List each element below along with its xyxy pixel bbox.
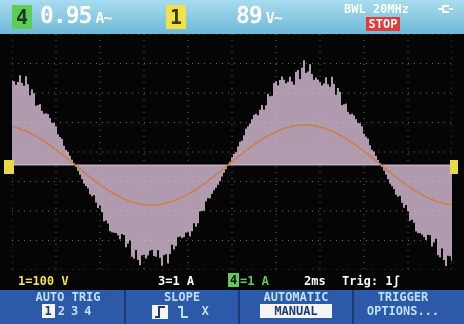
softkey[interactable]: AUTOMATIC MANUAL [240, 290, 354, 324]
run-status: STOP [366, 17, 400, 31]
status-bar: 1=100 V 3=1 A 4 =1 A 2ms Trig: 1ʃ [0, 270, 464, 290]
softkey-options: OPTIONS... [354, 304, 452, 318]
option[interactable]: X [199, 304, 212, 318]
channel-4-tag: 4 [12, 5, 32, 29]
timebase: 2ms [304, 274, 326, 288]
reading-unit: V~ [266, 9, 282, 27]
power-icon [436, 3, 454, 15]
option[interactable]: OPTIONS... [364, 304, 442, 318]
bandwidth-limit: BWL 20MHz [344, 2, 409, 16]
softkey-options: X [126, 304, 238, 319]
ch3-scale: 3=1 A [158, 274, 194, 288]
softkey[interactable]: SLOPE X [126, 290, 240, 324]
softkey-title: AUTOMATIC [240, 290, 352, 304]
option[interactable]: 1 [42, 304, 55, 318]
ch1-scale: 1=100 V [18, 274, 69, 288]
softkey-options: MANUAL [240, 304, 352, 318]
falling-edge-icon[interactable] [175, 305, 191, 319]
current-waveform [12, 60, 452, 266]
softkey-title: TRIGGER [354, 290, 452, 304]
softkey[interactable]: TRIGGER OPTIONS... [354, 290, 452, 324]
waveform-plot [12, 34, 452, 270]
option[interactable]: MANUAL [260, 304, 331, 318]
ch4-scale: =1 A [240, 274, 269, 288]
reading-value: 89 [236, 3, 262, 29]
softkey-title: SLOPE [126, 290, 238, 304]
channel-1-tag: 1 [166, 5, 186, 29]
trigger-info: Trig: 1ʃ [342, 274, 400, 288]
oscilloscope-screen: 4 0.95A~ 1 89V~ BWL 20MHz STOP 1=100 V 3… [0, 0, 464, 324]
rising-edge-icon[interactable] [152, 305, 168, 319]
reading-value: 0.95 [40, 3, 91, 29]
option[interactable]: 2 [55, 304, 68, 318]
option[interactable]: 4 [81, 304, 94, 318]
softkey-title: AUTO TRIG [12, 290, 124, 304]
channel-marker [4, 160, 14, 174]
option[interactable]: 3 [68, 304, 81, 318]
ch4-tag: 4 [228, 273, 239, 287]
reading-unit: A~ [95, 9, 111, 27]
trigger-marker [450, 160, 458, 174]
